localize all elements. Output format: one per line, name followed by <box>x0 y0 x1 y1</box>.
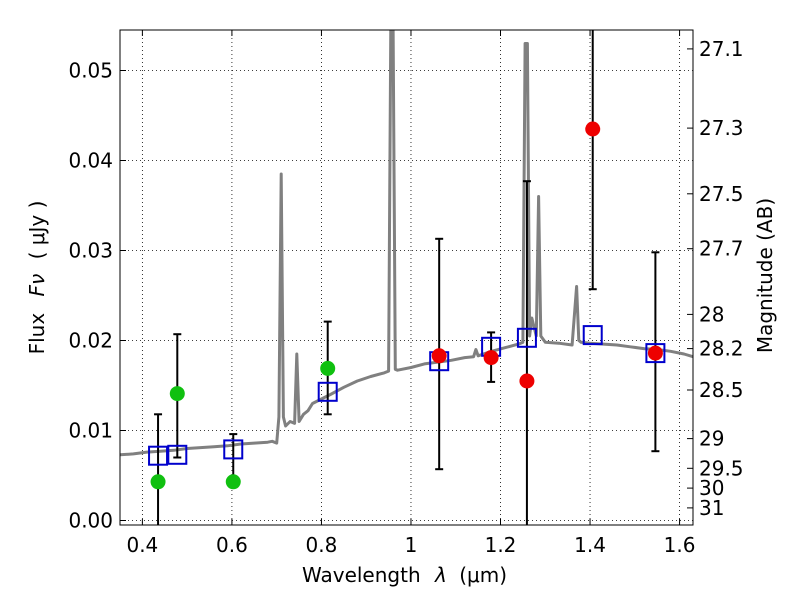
band-flux-square <box>317 381 338 402</box>
y-tick-label: 0.03 <box>68 239 113 263</box>
measured-point <box>585 121 601 137</box>
detection-point <box>169 386 185 402</box>
band-flux-square <box>645 343 666 364</box>
band-flux-square <box>223 439 244 460</box>
y2-tick-label: 29 <box>699 427 724 451</box>
x-axis-label-text: Wavelength <box>302 563 421 587</box>
axis-ticks: 0.4 0.6 0.8 1 1.2 1.4 1.6 0.00 0.01 0.02 0.03 0.04 0… <box>68 30 744 557</box>
y2-tick-label: 28 <box>699 302 724 326</box>
y-tick-label: 0.00 <box>68 509 113 533</box>
y2-tick-label: 27.1 <box>699 37 744 61</box>
band-flux-square <box>148 445 169 466</box>
y2-tick-label: 27.3 <box>699 116 744 140</box>
x-tick-label: 1.4 <box>574 533 606 557</box>
x-axis-label: Wavelength λ (μm) <box>302 563 507 587</box>
y2-tick-label: 30 <box>699 476 724 500</box>
band-flux-square <box>167 444 188 465</box>
measured-point <box>431 348 447 364</box>
y2-axis-label: Magnitude (AB) <box>753 198 777 353</box>
x-tick-label: 0.8 <box>306 533 338 557</box>
spectrum-line <box>120 30 693 457</box>
measured-point <box>483 350 499 366</box>
x-tick-label: 0.6 <box>216 533 248 557</box>
y2-tick-label: 29.5 <box>699 456 744 480</box>
y-axis-label-text: Flux <box>25 313 49 355</box>
y-tick-label: 0.05 <box>68 59 113 83</box>
band-flux-square <box>582 325 603 346</box>
y-tick-label: 0.02 <box>68 329 113 353</box>
detection-point <box>320 360 336 376</box>
measured-point <box>647 345 663 361</box>
measured-point <box>519 373 535 389</box>
x-tick-label: 1 <box>405 533 418 557</box>
y2-tick-label: 28.5 <box>699 378 744 402</box>
y2-tick-label: 31 <box>699 496 724 520</box>
detection-point <box>225 474 241 490</box>
x-axis-label-symbol: λ <box>434 563 447 587</box>
detection-point <box>150 474 166 490</box>
plot-area <box>120 30 693 525</box>
plot-content <box>120 30 693 525</box>
y-tick-label: 0.01 <box>68 419 113 443</box>
x-axis-label-unit: (μm) <box>459 563 507 587</box>
x-tick-label: 1.2 <box>485 533 517 557</box>
y-tick-label: 0.04 <box>68 149 113 173</box>
y2-tick-label: 27.7 <box>699 237 744 261</box>
band-flux-square <box>516 327 537 348</box>
y2-tick-label: 28.2 <box>699 337 744 361</box>
grid <box>120 30 693 525</box>
y-axis-label: Flux Fν ( μJy ) <box>25 201 49 355</box>
x-tick-label: 0.4 <box>126 533 158 557</box>
y-axis-label-symbol: Fν <box>25 274 49 297</box>
y2-tick-label: 27.5 <box>699 182 744 206</box>
y-axis-label-unit: ( μJy ) <box>25 201 49 260</box>
plot-frame <box>119 29 694 526</box>
x-tick-label: 1.6 <box>664 533 696 557</box>
